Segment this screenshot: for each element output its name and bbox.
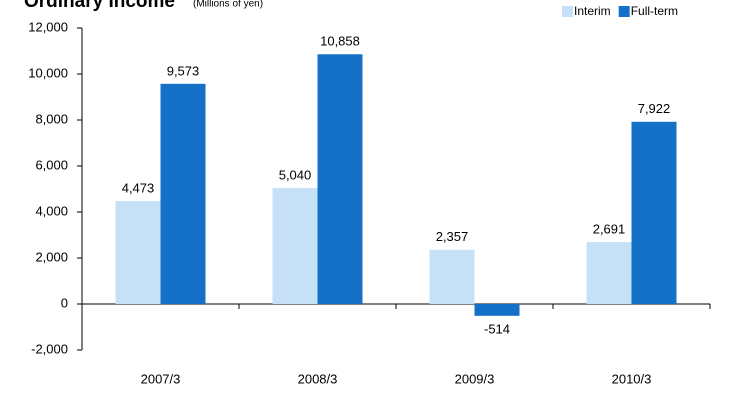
legend-label: Interim (574, 4, 611, 18)
bar (272, 188, 318, 304)
x-tick-label: 2009/3 (455, 371, 495, 386)
y-tick-label: 4,000 (35, 203, 68, 218)
y-tick-label: 12,000 (28, 19, 68, 34)
data-label: 2,691 (593, 222, 626, 237)
x-tick-label: 2007/3 (141, 371, 181, 386)
y-tick-label: 10,000 (28, 65, 68, 80)
data-label: 4,473 (122, 181, 155, 196)
legend-swatch (618, 6, 630, 17)
bar (631, 121, 677, 304)
chart-title: Ordinary Income (24, 0, 175, 12)
data-label: 9,573 (167, 63, 200, 78)
data-label: -514 (484, 321, 510, 336)
chart-subtitle: (Millions of yen) (193, 0, 263, 10)
x-tick-label: 2008/3 (298, 371, 338, 386)
y-tick-label: 6,000 (35, 157, 68, 172)
bar (160, 83, 206, 304)
y-tick-label: 0 (61, 295, 68, 310)
x-tick-label: 2010/3 (612, 371, 652, 386)
data-label: 10,858 (320, 34, 360, 49)
y-tick-label: -2,000 (31, 341, 68, 356)
legend-label: Full-term (631, 4, 678, 18)
data-label: 5,040 (279, 168, 312, 183)
bar (474, 304, 520, 316)
data-label: 7,922 (638, 101, 671, 116)
bar (429, 249, 475, 304)
y-tick-label: 8,000 (35, 111, 68, 126)
bar (586, 242, 632, 304)
bar (115, 201, 161, 304)
y-tick-label: 2,000 (35, 249, 68, 264)
legend-swatch (562, 6, 573, 17)
data-label: 2,357 (436, 229, 469, 244)
bar (317, 54, 363, 305)
